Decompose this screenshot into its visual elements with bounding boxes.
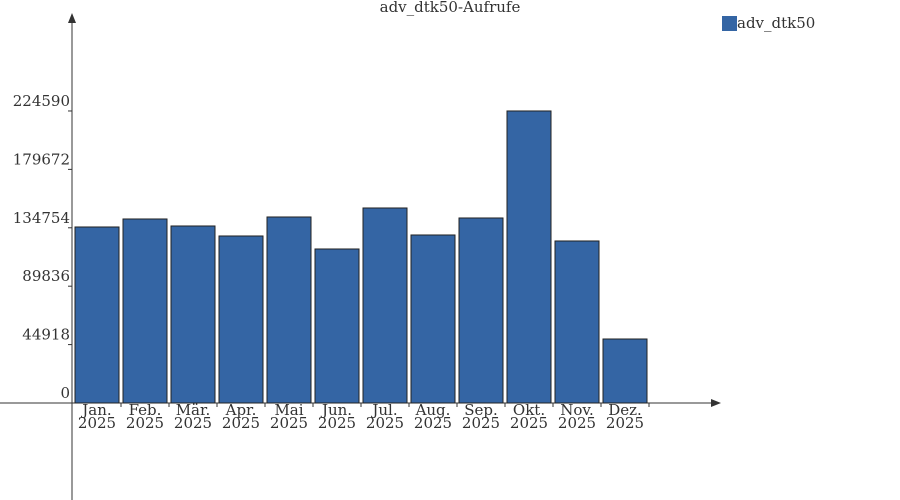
x-tick-label: Jun. 2025 xyxy=(317,401,357,432)
bar xyxy=(122,218,168,404)
y-tick-label: 89836 xyxy=(22,267,70,285)
x-tick-label: Okt. 2025 xyxy=(509,401,549,432)
bar xyxy=(554,240,600,404)
x-tick-label: Jan. 2025 xyxy=(77,401,117,432)
y-tick-label: 0 xyxy=(60,384,70,402)
x-tick-label: Jul. 2025 xyxy=(365,401,405,432)
y-tick-label: 179672 xyxy=(13,150,70,168)
x-tick-label: Mär. 2025 xyxy=(173,401,213,432)
bar xyxy=(218,235,264,404)
bar xyxy=(410,234,456,404)
legend-label: adv_dtk50 xyxy=(737,14,815,32)
chart-title: adv_dtk50-Aufrufe xyxy=(380,0,521,16)
bar xyxy=(74,226,120,404)
x-tick-label: Dez. 2025 xyxy=(605,401,645,432)
x-tick-label: Mai 2025 xyxy=(269,401,309,432)
legend-swatch xyxy=(722,16,737,31)
bar xyxy=(170,225,216,404)
x-tick-label: Sep. 2025 xyxy=(461,401,501,432)
bar xyxy=(362,207,408,404)
y-tick-label: 44918 xyxy=(22,326,70,344)
bar xyxy=(314,248,360,404)
x-axis-arrow xyxy=(711,399,721,407)
x-tick-label: Nov. 2025 xyxy=(557,401,597,432)
y-tick-label: 134754 xyxy=(13,209,70,227)
bar xyxy=(506,110,552,404)
bar xyxy=(266,216,312,404)
y-tick-label: 224590 xyxy=(13,92,70,110)
x-tick-label: Aug. 2025 xyxy=(413,401,453,432)
bar xyxy=(602,338,648,404)
x-tick-label: Apr. 2025 xyxy=(221,401,261,432)
bar xyxy=(458,217,504,404)
y-axis-arrow xyxy=(68,13,76,23)
x-tick-label: Feb. 2025 xyxy=(125,401,165,432)
